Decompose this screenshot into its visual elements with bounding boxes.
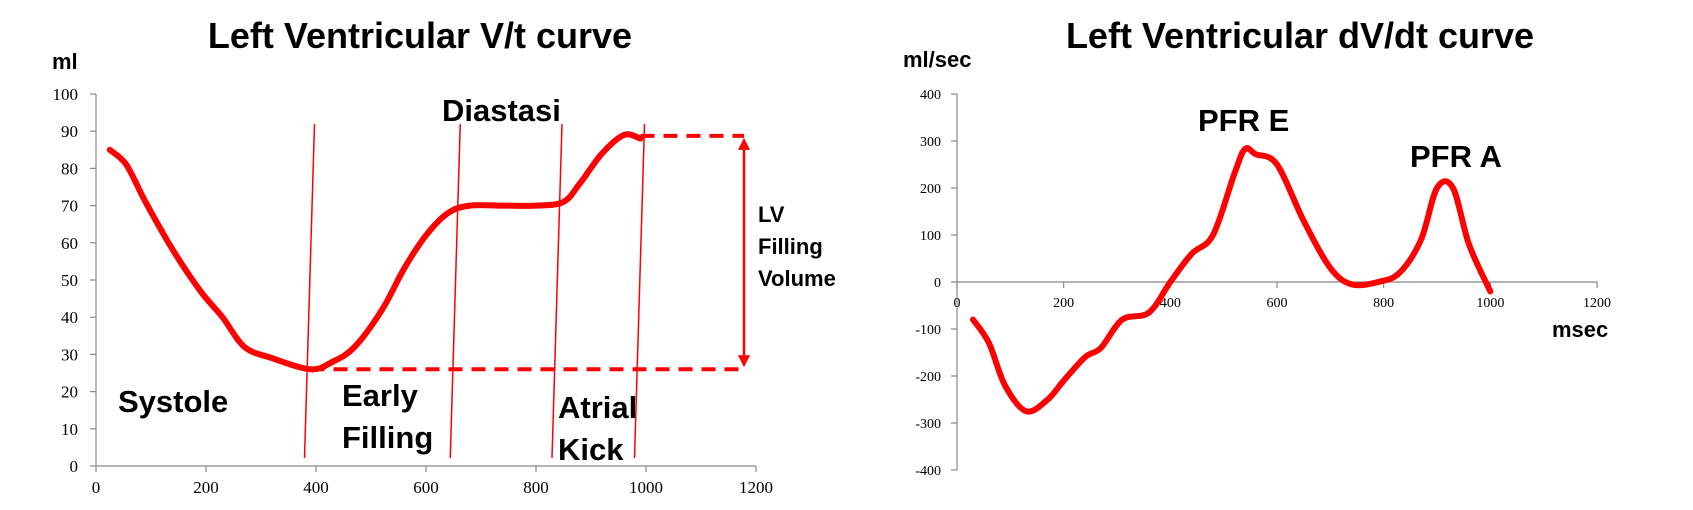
pfr-a-label: PFR A (1410, 139, 1502, 174)
vt-y-tick-label: 100 (53, 85, 79, 104)
dvdt-y-tick-label: 300 (920, 135, 941, 150)
vt-y-tick-label: 50 (61, 271, 78, 290)
dvdt-y-tick-label: -300 (915, 417, 941, 432)
vt-phase-line (551, 123, 563, 459)
vt-y-tick-label: 0 (70, 457, 79, 476)
atrial-kick-label-line2: Kick (558, 432, 624, 467)
dvdt-y-tick-label: 0 (934, 276, 941, 291)
vt-x-tick-label: 0 (92, 478, 101, 497)
vt-volume-curve (106, 131, 644, 373)
vt-phase-line (303, 123, 316, 459)
vt-arrow-head-up (738, 137, 750, 150)
vt-x-tick-label: 1200 (739, 478, 773, 497)
vt-y-tick-label: 90 (61, 122, 78, 141)
lv-filling-volume-line2: Filling (758, 234, 823, 259)
vt-x-tick-label: 800 (523, 478, 549, 497)
vt-y-ticks: 0 10 20 30 40 50 60 70 80 90 100 (53, 85, 96, 476)
dvdt-y-tick-label: 100 (920, 229, 941, 244)
dvdt-x-tick-label: 1000 (1476, 296, 1504, 311)
vt-x-tick-label: 400 (303, 478, 329, 497)
vt-x-tick-label: 1000 (629, 478, 663, 497)
dvdt-y-tick-label: -100 (915, 323, 941, 338)
diastasi-label: Diastasi (442, 93, 561, 128)
dvdt-x-tick-label: 1200 (1583, 296, 1611, 311)
lv-filling-volume-line1: LV (758, 202, 785, 227)
dvdt-y-tick-label: -400 (915, 464, 941, 479)
dvdt-rate-curve (970, 145, 1494, 415)
vt-y-tick-label: 30 (61, 345, 78, 364)
dvdt-y-tick-label: 200 (920, 182, 941, 197)
vt-phase-line (449, 123, 461, 459)
early-filling-label-line2: Filling (342, 420, 433, 455)
vt-x-tick-label: 600 (413, 478, 439, 497)
early-filling-label-line1: Early (342, 378, 419, 413)
vt-y-tick-label: 40 (61, 308, 78, 327)
dvdt-y-ticks: 400 300 200 100 0 -100 -200 -300 -400 (915, 88, 957, 479)
dvdt-x-tick-label: 200 (1053, 296, 1074, 311)
vt-x-tick-label: 200 (193, 478, 219, 497)
dvdt-chart: Left Ventricular dV/dt curve ml/sec msec… (903, 15, 1611, 479)
dvdt-y-tick-label: 400 (920, 88, 941, 103)
pfr-e-label: PFR E (1198, 103, 1289, 138)
vt-phase-line (633, 123, 646, 459)
dvdt-x-axis-label: msec (1552, 317, 1608, 342)
vt-y-tick-label: 60 (61, 234, 78, 253)
vt-y-axis-label: ml (52, 49, 78, 74)
dvdt-y-axis-label: ml/sec (903, 47, 972, 72)
vt-y-tick-label: 80 (61, 159, 78, 178)
lv-filling-volume-line3: Volume (758, 266, 836, 291)
dvdt-x-tick-label: 600 (1267, 296, 1288, 311)
dvdt-x-ticks: 0 200 400 600 800 1000 1200 (954, 282, 1611, 311)
atrial-kick-label-line1: Atrial (558, 390, 637, 425)
dvdt-x-tick-label: 0 (954, 296, 961, 311)
vt-y-tick-label: 20 (61, 383, 78, 402)
vt-y-tick-label: 10 (61, 420, 78, 439)
vt-chart-title: Left Ventricular V/t curve (208, 15, 632, 56)
systole-label: Systole (118, 384, 228, 419)
dvdt-x-tick-label: 800 (1373, 296, 1394, 311)
vt-x-ticks: 0 200 400 600 800 1000 1200 (92, 466, 773, 497)
vt-phase-lines (303, 123, 646, 459)
vt-arrow-head-down (738, 355, 750, 368)
dvdt-x-tick-label: 400 (1160, 296, 1181, 311)
vt-y-tick-label: 70 (61, 197, 78, 216)
dvdt-chart-title: Left Ventricular dV/dt curve (1066, 15, 1534, 56)
vt-chart: Left Ventricular V/t curve ml 0 10 20 30 40 5… (52, 15, 836, 497)
dvdt-y-tick-label: -200 (915, 370, 941, 385)
